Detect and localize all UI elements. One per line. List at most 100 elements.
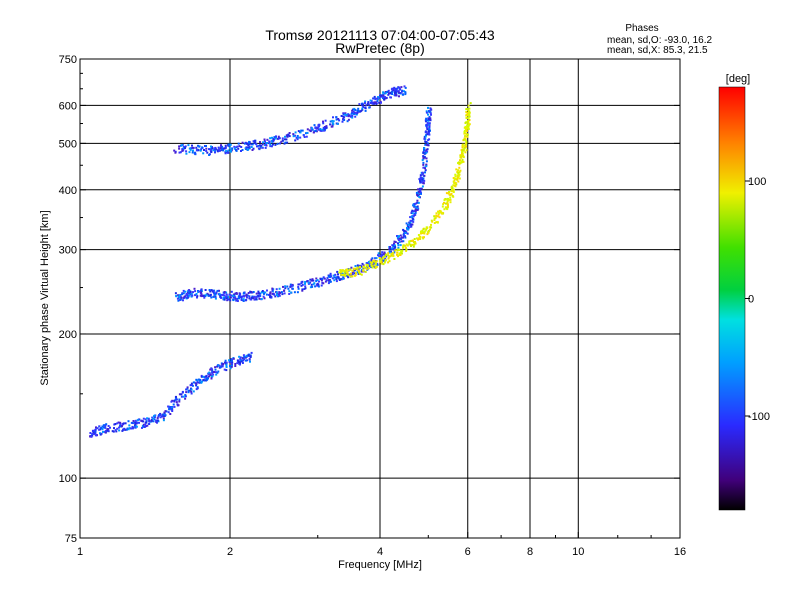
echo-point — [144, 418, 147, 421]
echo-point — [347, 276, 350, 279]
echo-point — [346, 120, 349, 123]
echo-point — [393, 258, 396, 260]
echo-point — [464, 138, 467, 141]
echo-point — [263, 138, 266, 141]
echo-point — [425, 123, 428, 126]
echo-point — [310, 283, 313, 286]
echo-point — [245, 298, 248, 301]
echo-point — [322, 276, 325, 279]
echo-point — [242, 299, 245, 302]
echo-point — [338, 279, 341, 281]
echo-point — [430, 226, 433, 229]
echo-point — [331, 122, 334, 125]
echo-point — [428, 122, 431, 125]
echo-point — [425, 163, 428, 166]
echo-point — [393, 240, 396, 243]
echo-point — [320, 279, 323, 282]
echo-point — [153, 418, 156, 421]
echo-point — [373, 102, 375, 105]
echo-point — [382, 97, 384, 100]
echo-point — [404, 93, 407, 96]
echo-point — [442, 203, 445, 206]
echo-point — [414, 240, 416, 243]
echo-point — [383, 261, 386, 264]
echo-point — [357, 269, 360, 272]
echo-point — [419, 174, 422, 177]
echo-point — [358, 271, 361, 274]
echo-point — [394, 92, 396, 95]
echo-point — [288, 293, 291, 295]
echo-point — [214, 368, 217, 371]
echo-point — [278, 291, 281, 294]
echo-point — [421, 159, 424, 162]
echo-point — [340, 278, 343, 281]
echo-point — [187, 391, 190, 394]
echo-point — [325, 126, 328, 129]
echo-point — [388, 251, 391, 254]
echo-point — [443, 208, 446, 211]
echo-point — [396, 236, 399, 239]
x-tick-label: 8 — [527, 546, 533, 558]
echo-point — [201, 146, 204, 149]
echo-point — [297, 287, 300, 290]
echo-point — [450, 190, 453, 193]
echo-point — [241, 357, 244, 360]
echo-point — [407, 224, 410, 227]
echo-point — [382, 93, 385, 96]
echo-point — [208, 289, 211, 291]
echo-point — [186, 296, 189, 299]
echo-point — [205, 293, 208, 296]
echo-point — [372, 263, 375, 265]
echo-point — [200, 291, 202, 294]
echo-point — [310, 279, 313, 282]
y-tick-label: 400 — [59, 185, 77, 197]
echo-point — [167, 411, 170, 414]
echo-point — [375, 260, 378, 263]
echo-point — [435, 214, 438, 217]
echo-point — [134, 425, 137, 427]
echo-point — [142, 423, 145, 426]
echo-point — [331, 119, 334, 122]
echo-point — [116, 422, 119, 425]
echo-point — [356, 266, 359, 269]
echo-point — [119, 425, 122, 427]
echo-point — [296, 138, 299, 141]
echo-point — [396, 248, 399, 251]
echo-point — [230, 359, 233, 362]
echo-point — [311, 285, 314, 288]
echo-point — [186, 291, 189, 294]
echo-point — [242, 298, 245, 301]
echo-point — [343, 273, 346, 276]
echo-point — [466, 108, 469, 110]
echo-point — [425, 119, 428, 122]
echo-point — [407, 228, 410, 231]
echo-point — [392, 251, 395, 254]
echo-point — [370, 100, 373, 103]
echo-point — [332, 116, 334, 119]
echo-point — [175, 398, 178, 401]
echo-point — [98, 425, 101, 428]
echo-point — [335, 278, 338, 281]
echo-point — [174, 292, 177, 295]
echo-point — [240, 299, 243, 301]
echo-point — [358, 103, 361, 106]
echo-point — [374, 98, 377, 101]
echo-point — [354, 109, 357, 111]
echo-point — [287, 287, 290, 290]
echo-point — [221, 148, 223, 151]
echo-point — [248, 297, 251, 300]
echo-point — [145, 425, 147, 428]
echo-point — [275, 135, 277, 138]
x-tick-label: 10 — [572, 546, 584, 558]
echo-point — [229, 361, 232, 363]
echo-point — [204, 289, 207, 291]
echo-point — [418, 196, 421, 198]
echo-point — [375, 257, 378, 260]
echo-point — [365, 263, 368, 266]
echo-point — [466, 112, 469, 114]
echo-point — [337, 276, 340, 279]
echo-point — [463, 130, 466, 133]
echo-point — [402, 93, 405, 96]
echo-point — [278, 294, 281, 297]
